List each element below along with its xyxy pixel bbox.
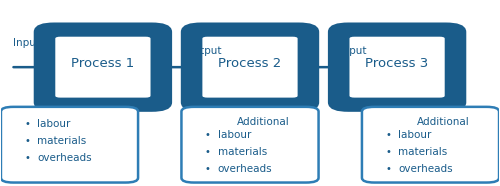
- Text: overheads: overheads: [218, 164, 272, 174]
- Text: •: •: [386, 147, 391, 157]
- Text: •: •: [205, 147, 211, 157]
- FancyBboxPatch shape: [37, 26, 169, 109]
- Text: •: •: [205, 130, 211, 140]
- Text: •: •: [24, 136, 30, 146]
- Text: •: •: [205, 164, 211, 174]
- Text: •: •: [386, 130, 391, 140]
- Text: labour: labour: [218, 130, 251, 140]
- FancyBboxPatch shape: [182, 107, 318, 182]
- Text: Process 2: Process 2: [218, 57, 282, 70]
- Text: •: •: [24, 153, 30, 163]
- FancyBboxPatch shape: [331, 26, 463, 109]
- Text: Additional: Additional: [417, 117, 470, 127]
- Text: •: •: [386, 164, 391, 174]
- Text: Process 3: Process 3: [366, 57, 428, 70]
- Text: labour: labour: [398, 130, 432, 140]
- Text: Additional: Additional: [236, 117, 290, 127]
- Text: overheads: overheads: [38, 153, 92, 163]
- FancyBboxPatch shape: [350, 37, 444, 98]
- FancyBboxPatch shape: [56, 37, 150, 98]
- Text: output: output: [188, 46, 222, 56]
- Text: labour: labour: [38, 119, 70, 129]
- Text: Input: Input: [13, 38, 40, 48]
- FancyBboxPatch shape: [362, 107, 499, 182]
- FancyBboxPatch shape: [184, 26, 316, 109]
- Text: materials: materials: [398, 147, 448, 157]
- Text: Process 1: Process 1: [72, 57, 134, 70]
- Text: materials: materials: [38, 136, 86, 146]
- Text: overheads: overheads: [398, 164, 453, 174]
- Text: materials: materials: [218, 147, 267, 157]
- Text: •: •: [24, 119, 30, 129]
- FancyBboxPatch shape: [202, 37, 298, 98]
- FancyBboxPatch shape: [1, 107, 138, 182]
- Text: output: output: [332, 46, 367, 56]
